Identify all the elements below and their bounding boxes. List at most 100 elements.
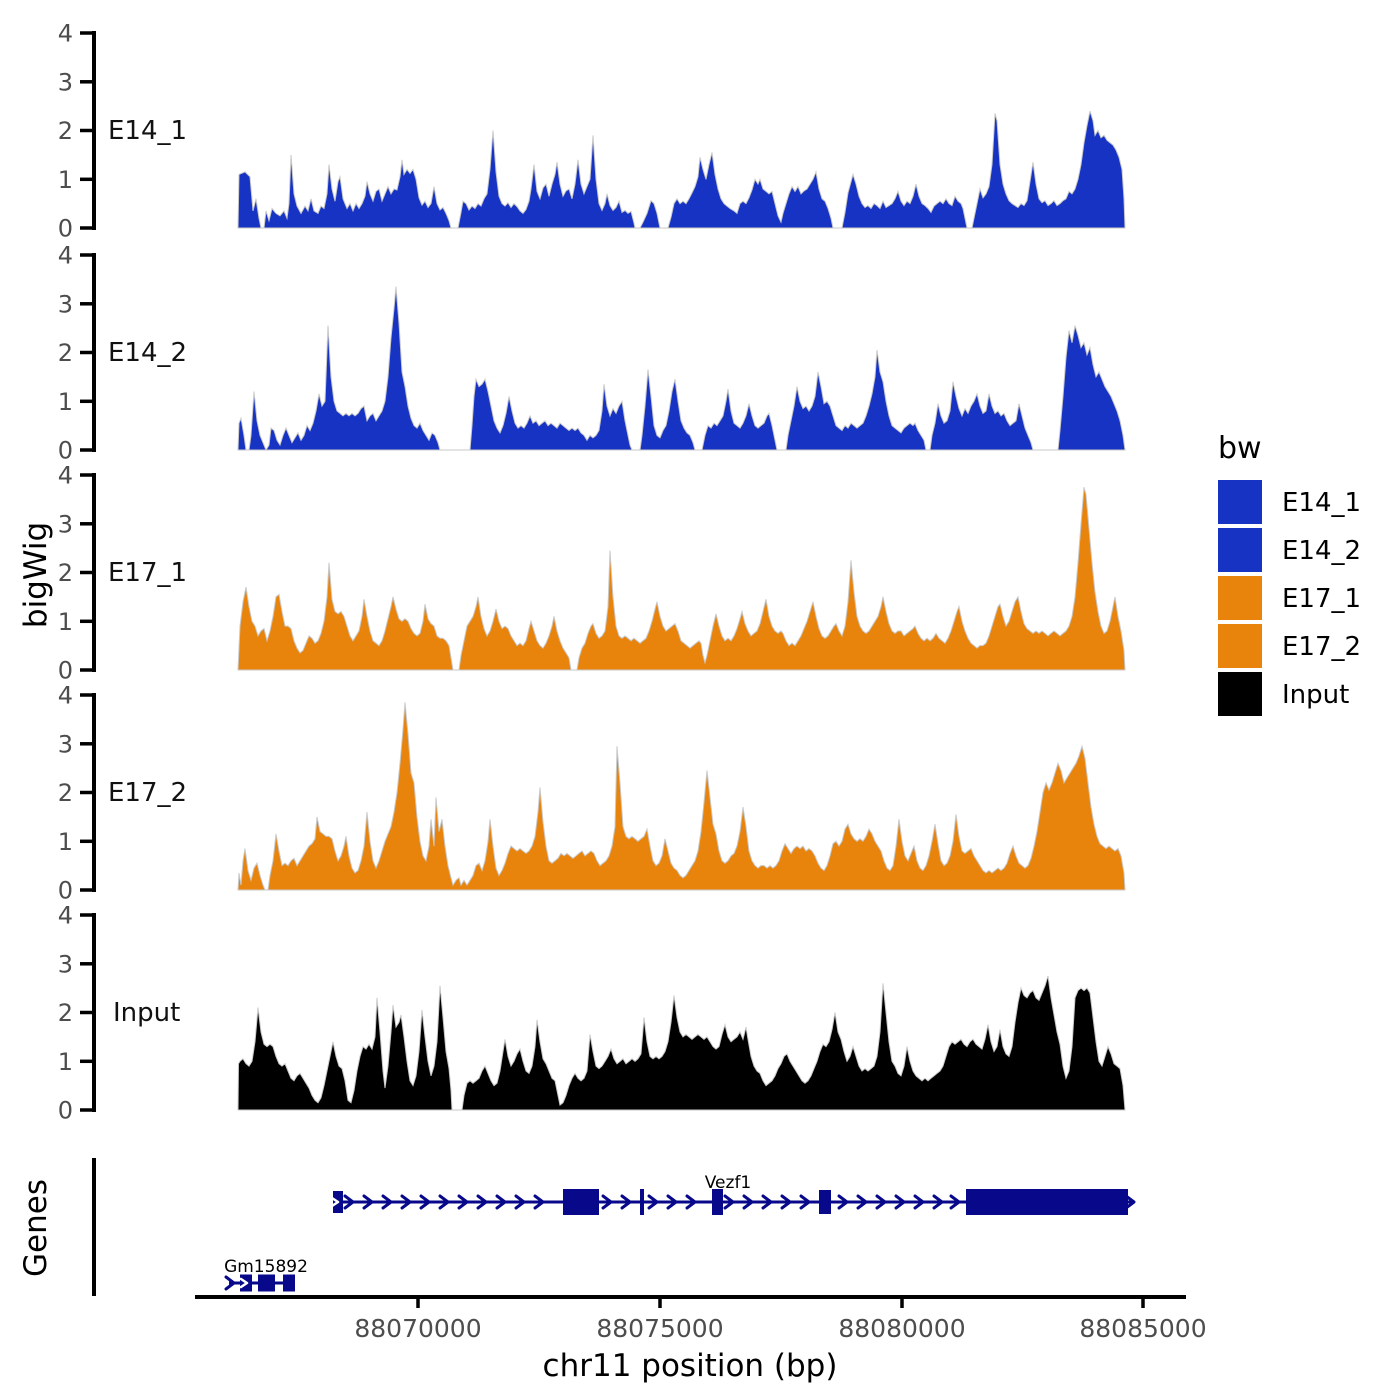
- legend-label-e17-1: E17_1: [1282, 584, 1361, 614]
- gene-exon: [283, 1274, 295, 1292]
- strand-arrow-icon: [495, 1194, 507, 1210]
- track-panel-E14_1: 0 1 2 3 4: [58, 20, 1126, 243]
- gene-model-Vezf1: [330, 1189, 1136, 1215]
- legend-label-e14-1: E14_1: [1282, 488, 1361, 518]
- legend-title: bw: [1218, 431, 1262, 466]
- x-tick-label-88085000: 88085000: [1079, 1314, 1206, 1343]
- y-tick-label: 3: [58, 730, 73, 758]
- strand-arrow-icon: [620, 1194, 632, 1210]
- y-tick-label: 0: [58, 215, 73, 243]
- strand-arrow-icon: [685, 1194, 697, 1210]
- y-tick-label: 3: [58, 510, 73, 538]
- legend-swatch-e14-1: [1218, 480, 1262, 524]
- strand-arrow-icon: [601, 1194, 613, 1210]
- strand-arrow-icon: [400, 1194, 412, 1210]
- strand-arrow-icon: [875, 1194, 887, 1210]
- coverage-area-E14_2: [237, 286, 1126, 452]
- legend-label-e14-2: E14_2: [1282, 536, 1361, 566]
- coverage-area-E17_1: [237, 487, 1126, 671]
- strand-arrow-icon: [362, 1194, 374, 1210]
- y-tick-label: 3: [58, 68, 73, 96]
- strand-arrow-icon: [799, 1194, 811, 1210]
- gene-exon: [712, 1189, 723, 1215]
- y-tick-label: 0: [58, 877, 73, 905]
- track-panel-E14_2: 0 1 2 3 4: [58, 242, 1126, 465]
- gene-exon: [819, 1190, 831, 1214]
- gene-model-Gm15892: [224, 1274, 295, 1292]
- strand-arrow-icon: [381, 1194, 393, 1210]
- gene-models-group: [92, 1158, 1136, 1296]
- y-tick-label: 4: [58, 682, 73, 710]
- strand-arrow-icon: [419, 1194, 431, 1210]
- strand-arrow-icon: [780, 1194, 792, 1210]
- strand-arrow-icon: [837, 1194, 849, 1210]
- y-tick-label: 0: [58, 657, 73, 685]
- strand-arrow-icon: [894, 1194, 906, 1210]
- gene-label-vezf1: Vezf1: [705, 1173, 752, 1193]
- strand-arrow-icon: [913, 1194, 925, 1210]
- gene-exon: [563, 1189, 599, 1215]
- strand-arrow-icon: [343, 1194, 355, 1210]
- y-tick-label: 1: [58, 608, 73, 636]
- x-tick-label-88075000: 88075000: [596, 1314, 723, 1343]
- y-tick-label: 2: [58, 339, 73, 367]
- y-tick-label: 1: [58, 828, 73, 856]
- track-label-e17-2: E17_2: [108, 778, 187, 808]
- strand-arrow-icon: [438, 1194, 450, 1210]
- y-tick-label: 2: [58, 999, 73, 1027]
- y-tick-label: 4: [58, 902, 73, 930]
- gene-exon: [640, 1189, 644, 1215]
- track-panel-E17_2: 0 1 2 3 4: [58, 682, 1126, 905]
- gene-exon: [966, 1189, 1128, 1215]
- strand-arrow-icon: [723, 1194, 735, 1210]
- strand-arrow-icon: [666, 1194, 678, 1210]
- x-tick-label-88070000: 88070000: [354, 1314, 481, 1343]
- legend-label-e17-2: E17_2: [1282, 632, 1361, 662]
- y-tick-label: 4: [58, 20, 73, 48]
- coverage-area-E17_2: [237, 702, 1126, 891]
- x-tick-label-88080000: 88080000: [838, 1314, 965, 1343]
- gene-label-gm15892: Gm15892: [224, 1257, 308, 1277]
- strand-arrow-icon: [224, 1275, 236, 1291]
- legend-swatch-e17-2: [1218, 624, 1262, 668]
- strand-arrow-icon: [457, 1194, 469, 1210]
- strand-arrow-icon: [533, 1194, 545, 1210]
- track-panel-E17_1: 0 1 2 3 4: [58, 462, 1126, 685]
- track-label-e14-2: E14_2: [108, 338, 187, 368]
- strand-arrow-icon: [932, 1194, 944, 1210]
- y-tick-label: 3: [58, 290, 73, 318]
- strand-arrow-icon: [476, 1194, 488, 1210]
- y-axis-title: bigWig: [18, 522, 54, 628]
- y-tick-label: 2: [58, 779, 73, 807]
- genes-axis-title: Genes: [18, 1179, 54, 1277]
- strand-arrow-icon: [856, 1194, 868, 1210]
- legend-label-input: Input: [1282, 680, 1349, 710]
- y-tick-label: 4: [58, 462, 73, 490]
- y-tick-label: 4: [58, 242, 73, 270]
- strand-arrow-icon: [761, 1194, 773, 1210]
- strand-arrow-icon: [949, 1194, 961, 1210]
- y-tick-label: 0: [58, 1097, 73, 1125]
- x-axis-title: chr11 position (bp): [543, 1348, 838, 1384]
- track-label-e14-1: E14_1: [108, 116, 187, 146]
- track-label-input: Input: [113, 998, 180, 1028]
- y-tick-label: 1: [58, 1048, 73, 1076]
- legend: bw E14_1 E14_2 E17_1 E17_2 Input: [1218, 431, 1361, 716]
- strand-arrow-icon: [514, 1194, 526, 1210]
- coverage-area-E14_1: [237, 110, 1126, 229]
- y-tick-label: 0: [58, 437, 73, 465]
- coverage-area-Input: [237, 975, 1126, 1111]
- strand-arrow-icon: [742, 1194, 754, 1210]
- y-tick-label: 2: [58, 117, 73, 145]
- strand-arrow-icon: [1124, 1194, 1136, 1210]
- strand-arrow-icon: [647, 1194, 659, 1210]
- track-label-e17-1: E17_1: [108, 558, 187, 588]
- y-tick-label: 3: [58, 950, 73, 978]
- y-tick-label: 1: [58, 388, 73, 416]
- track-panel-Input: 0 1 2 3 4: [58, 902, 1126, 1125]
- legend-swatch-e14-2: [1218, 528, 1262, 572]
- gene-exon: [258, 1274, 275, 1292]
